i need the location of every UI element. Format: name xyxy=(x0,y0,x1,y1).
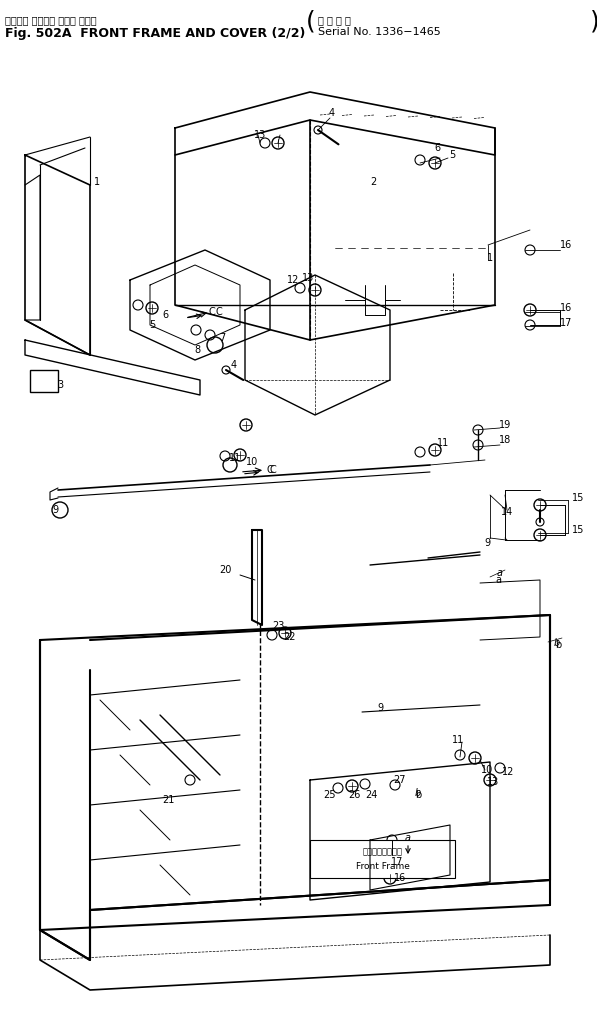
Text: 8: 8 xyxy=(194,345,200,355)
Text: 9: 9 xyxy=(52,505,58,515)
Text: 12: 12 xyxy=(287,275,299,285)
Text: 11: 11 xyxy=(452,735,464,745)
Text: 4: 4 xyxy=(231,360,237,370)
Text: b: b xyxy=(554,638,560,648)
Text: フロントフレーム: フロントフレーム xyxy=(363,847,403,857)
Text: b: b xyxy=(415,788,421,798)
Text: 27: 27 xyxy=(394,775,406,785)
Text: 11: 11 xyxy=(437,438,449,448)
Text: 10: 10 xyxy=(246,457,258,467)
Text: 17: 17 xyxy=(560,318,572,328)
Text: 14: 14 xyxy=(501,507,513,517)
Text: 9: 9 xyxy=(377,703,383,713)
Text: C: C xyxy=(215,307,221,317)
Text: 11: 11 xyxy=(229,453,241,463)
Text: 適 用 号 機: 適 用 号 機 xyxy=(318,15,351,25)
Text: 6: 6 xyxy=(434,143,440,153)
Text: 5: 5 xyxy=(149,320,155,330)
Text: 21: 21 xyxy=(162,795,174,805)
Text: 18: 18 xyxy=(499,435,511,445)
Text: a: a xyxy=(497,568,503,578)
Text: a: a xyxy=(495,575,501,585)
Text: 13: 13 xyxy=(487,777,499,787)
Text: 23: 23 xyxy=(272,621,284,631)
Text: フロント フレーム および カバー: フロント フレーム および カバー xyxy=(5,15,97,25)
Text: 12: 12 xyxy=(502,767,514,777)
Text: C: C xyxy=(208,307,216,317)
Text: 10: 10 xyxy=(481,765,493,775)
Text: 1: 1 xyxy=(487,253,493,263)
Text: ): ) xyxy=(590,10,597,34)
Text: b: b xyxy=(415,790,421,800)
Text: 7: 7 xyxy=(219,333,225,343)
Text: 20: 20 xyxy=(219,565,231,575)
Text: 17: 17 xyxy=(391,857,403,867)
Text: C: C xyxy=(270,465,277,475)
Text: Fig. 502A  FRONT FRAME AND COVER (2/2): Fig. 502A FRONT FRAME AND COVER (2/2) xyxy=(5,27,306,40)
Text: 13: 13 xyxy=(302,273,314,283)
Text: 25: 25 xyxy=(324,790,336,800)
Text: (: ( xyxy=(306,10,316,34)
Text: 15: 15 xyxy=(572,493,584,503)
Text: 19: 19 xyxy=(499,420,511,430)
Text: 1: 1 xyxy=(94,177,100,187)
Text: 5: 5 xyxy=(449,150,455,160)
Text: 3: 3 xyxy=(57,380,63,390)
Text: 16: 16 xyxy=(560,303,572,313)
Text: C: C xyxy=(267,465,273,475)
Text: 6: 6 xyxy=(162,310,168,320)
Text: b: b xyxy=(555,640,561,650)
Bar xyxy=(310,840,455,878)
Text: 2: 2 xyxy=(370,177,376,187)
Text: 4: 4 xyxy=(329,108,335,118)
Text: Front Frame: Front Frame xyxy=(356,862,410,871)
Text: 16: 16 xyxy=(394,873,406,883)
Text: 24: 24 xyxy=(365,790,377,800)
Text: 15: 15 xyxy=(572,525,584,535)
Text: 16: 16 xyxy=(560,240,572,250)
Text: 22: 22 xyxy=(284,632,296,642)
Text: a: a xyxy=(405,833,411,843)
Text: 9: 9 xyxy=(484,538,490,548)
Text: Serial No. 1336−1465: Serial No. 1336−1465 xyxy=(318,27,441,37)
Text: 13: 13 xyxy=(254,130,266,140)
Bar xyxy=(30,370,58,392)
Text: 26: 26 xyxy=(348,790,360,800)
